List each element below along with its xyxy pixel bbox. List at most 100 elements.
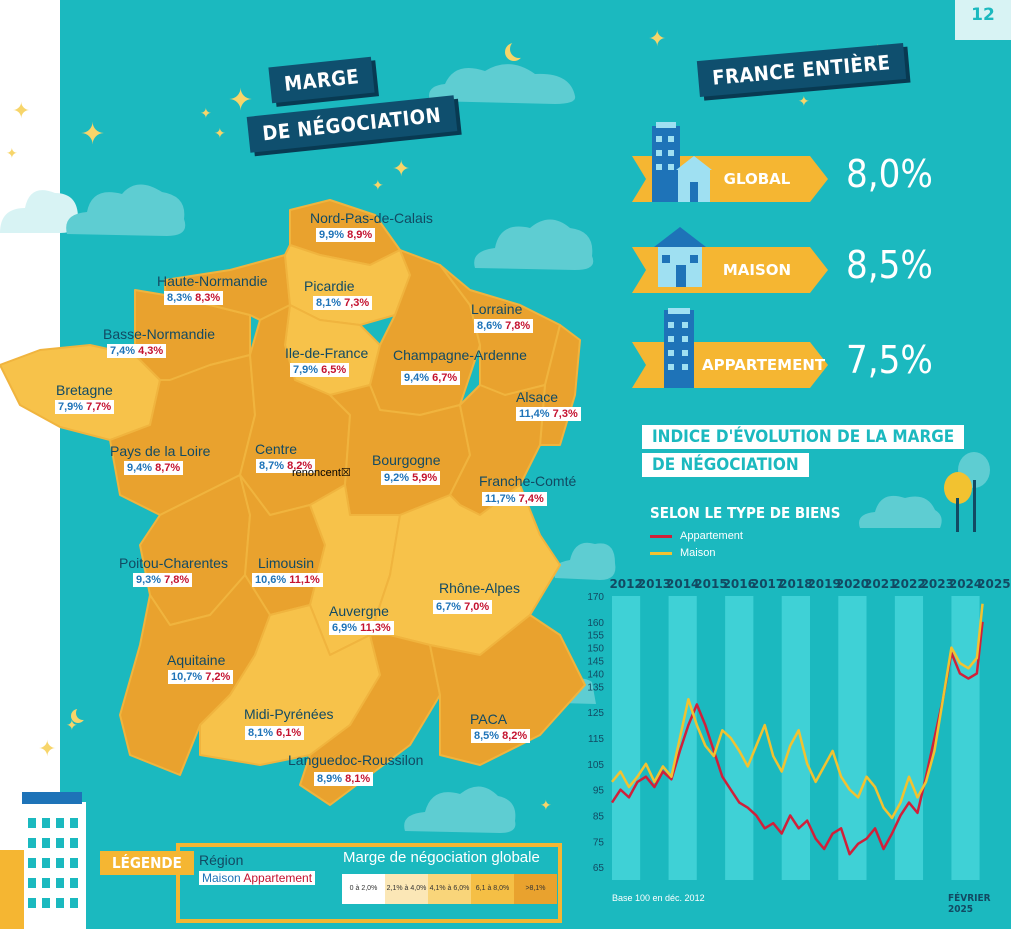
region-name: Languedoc-Roussilon [288, 752, 424, 768]
x-tick-label: 2013 [638, 577, 671, 591]
region-name: Centre [255, 441, 298, 457]
maison-value: 6,9% [332, 622, 358, 634]
legend-appartement: Appartement [650, 530, 743, 542]
maison-value: 8,9% [317, 773, 343, 785]
region-name: Auvergne [329, 603, 389, 619]
region-name: Champagne-Ardenne [393, 347, 527, 363]
region-name: Pays de la Loire [110, 443, 211, 459]
cloud-icon [554, 542, 616, 580]
region-values: 11,7% 7,4% [482, 492, 547, 506]
region-name: Aquitaine [167, 652, 226, 668]
maison-value: 9,4% [127, 462, 153, 474]
star-icon: ✦ [798, 93, 810, 109]
year-band [668, 596, 697, 880]
series-line-maison [611, 603, 984, 820]
region-values: 8,9% 8,1% [314, 772, 374, 786]
maison-value: 11,7% [485, 493, 516, 505]
maison-value: 9,4% [404, 372, 430, 384]
y-tick-label: 140 [587, 669, 604, 680]
maison-value: 9,3% [136, 574, 162, 586]
region-values: 8,1% 7,3% [313, 296, 373, 310]
appartement-value: 11,1% [286, 574, 320, 586]
y-tick-label: 95 [593, 786, 605, 797]
region-name: Limousin [258, 555, 315, 571]
region-name: Nord-Pas-de-Calais [310, 210, 433, 226]
appartement-value: 7,0% [461, 601, 490, 613]
region-values: 8,7% 8,2% [256, 459, 316, 473]
scale-swatch: 4,1% à 6,0% [428, 874, 471, 904]
region-name: Franche-Comté [479, 473, 577, 489]
region-values: 9,9% 8,9% [316, 228, 376, 242]
scale-swatch: 6,1 à 8,0% [471, 874, 514, 904]
star-icon: ✦ [6, 145, 18, 161]
region-values: 10,6% 11,1% [252, 573, 323, 587]
y-tick-label: 170 [587, 592, 604, 603]
star-icon: ✦ [66, 717, 78, 733]
year-band [640, 596, 669, 880]
legend-tag: LÉGENDE [100, 851, 194, 875]
region-name: PACA [470, 711, 508, 727]
france-appartement-label: APPARTEMENT [702, 356, 826, 374]
appartement-value: 8,7% [152, 462, 181, 474]
scale-swatch: 2,1% à 4,0% [385, 874, 428, 904]
building-icon [0, 792, 86, 929]
y-tick-label: 105 [587, 760, 604, 771]
x-tick-label: 2020 [836, 577, 869, 591]
region-values: 9,4% 8,7% [124, 461, 184, 475]
appartement-value: 7,7% [83, 401, 112, 413]
chart-title-line2: DE NÉGOCIATION [642, 453, 809, 477]
y-tick-label: 135 [587, 682, 604, 693]
chart-date: FÉVRIER 2025 [948, 893, 991, 915]
maison-value: 9,2% [384, 472, 410, 484]
x-tick-label: 2021 [864, 577, 897, 591]
x-tick-label: 2015 [694, 577, 727, 591]
legend-scale-title: Marge de négociation globale [343, 849, 540, 866]
star-icon: ✦ [12, 98, 31, 123]
legend-box [176, 843, 562, 923]
region-values: 8,1% 6,1% [245, 726, 305, 740]
x-tick-label: 2012 [609, 577, 642, 591]
year-band [951, 596, 980, 880]
y-tick-label: 150 [587, 644, 604, 655]
appartement-value: 7,3% [341, 297, 370, 309]
maison-value: 8,7% [259, 460, 285, 472]
region-values: 7,9% 7,7% [55, 400, 115, 414]
star-icon: ✦ [372, 177, 384, 193]
region-name: Lorraine [471, 301, 523, 317]
region-name: Alsace [516, 389, 559, 405]
region-values: 8,5% 8,2% [471, 729, 531, 743]
region-name: Haute-Normandie [157, 273, 268, 289]
maison-value: 8,1% [248, 727, 274, 739]
cloud-icon [66, 184, 186, 236]
year-band [979, 596, 1008, 880]
legend-maison-appartement: Maison Appartement [199, 871, 316, 885]
maison-value: 7,9% [58, 401, 84, 413]
y-tick-label: 75 [593, 837, 605, 848]
appartement-value: 8,1% [342, 773, 371, 785]
cloud-icon [474, 219, 594, 270]
house-icon [654, 227, 706, 287]
appartement-value: 8,9% [344, 229, 373, 241]
maison-value: 8,6% [477, 320, 503, 332]
appartement-value: 7,2% [202, 671, 231, 683]
france-global-value: 8,0% [846, 152, 933, 196]
star-icon: ✦ [214, 125, 226, 141]
star-icon: ✦ [392, 156, 411, 181]
star-icon: ✦ [38, 736, 57, 761]
y-tick-label: 160 [587, 618, 604, 629]
region-values: 6,9% 11,3% [329, 621, 394, 635]
region-name: Ile-de-France [285, 345, 369, 361]
appartement-value: 8,3% [192, 292, 221, 304]
appartement-value: 7,3% [549, 408, 578, 420]
cloud-icon [0, 190, 79, 233]
region-values: 8,3% 8,3% [164, 291, 224, 305]
region-name: Bretagne [56, 382, 113, 398]
region-values: 8,6% 7,8% [474, 319, 534, 333]
glitch-text: renoncent☒ [292, 467, 351, 479]
region-values: 9,2% 5,9% [381, 471, 441, 485]
france-appartement-value: 7,5% [846, 338, 933, 382]
maison-value: 10,6% [255, 574, 287, 586]
x-tick-label: 2014 [666, 577, 699, 591]
france-maison-value: 8,5% [846, 243, 933, 287]
region-values: 11,4% 7,3% [516, 407, 581, 421]
